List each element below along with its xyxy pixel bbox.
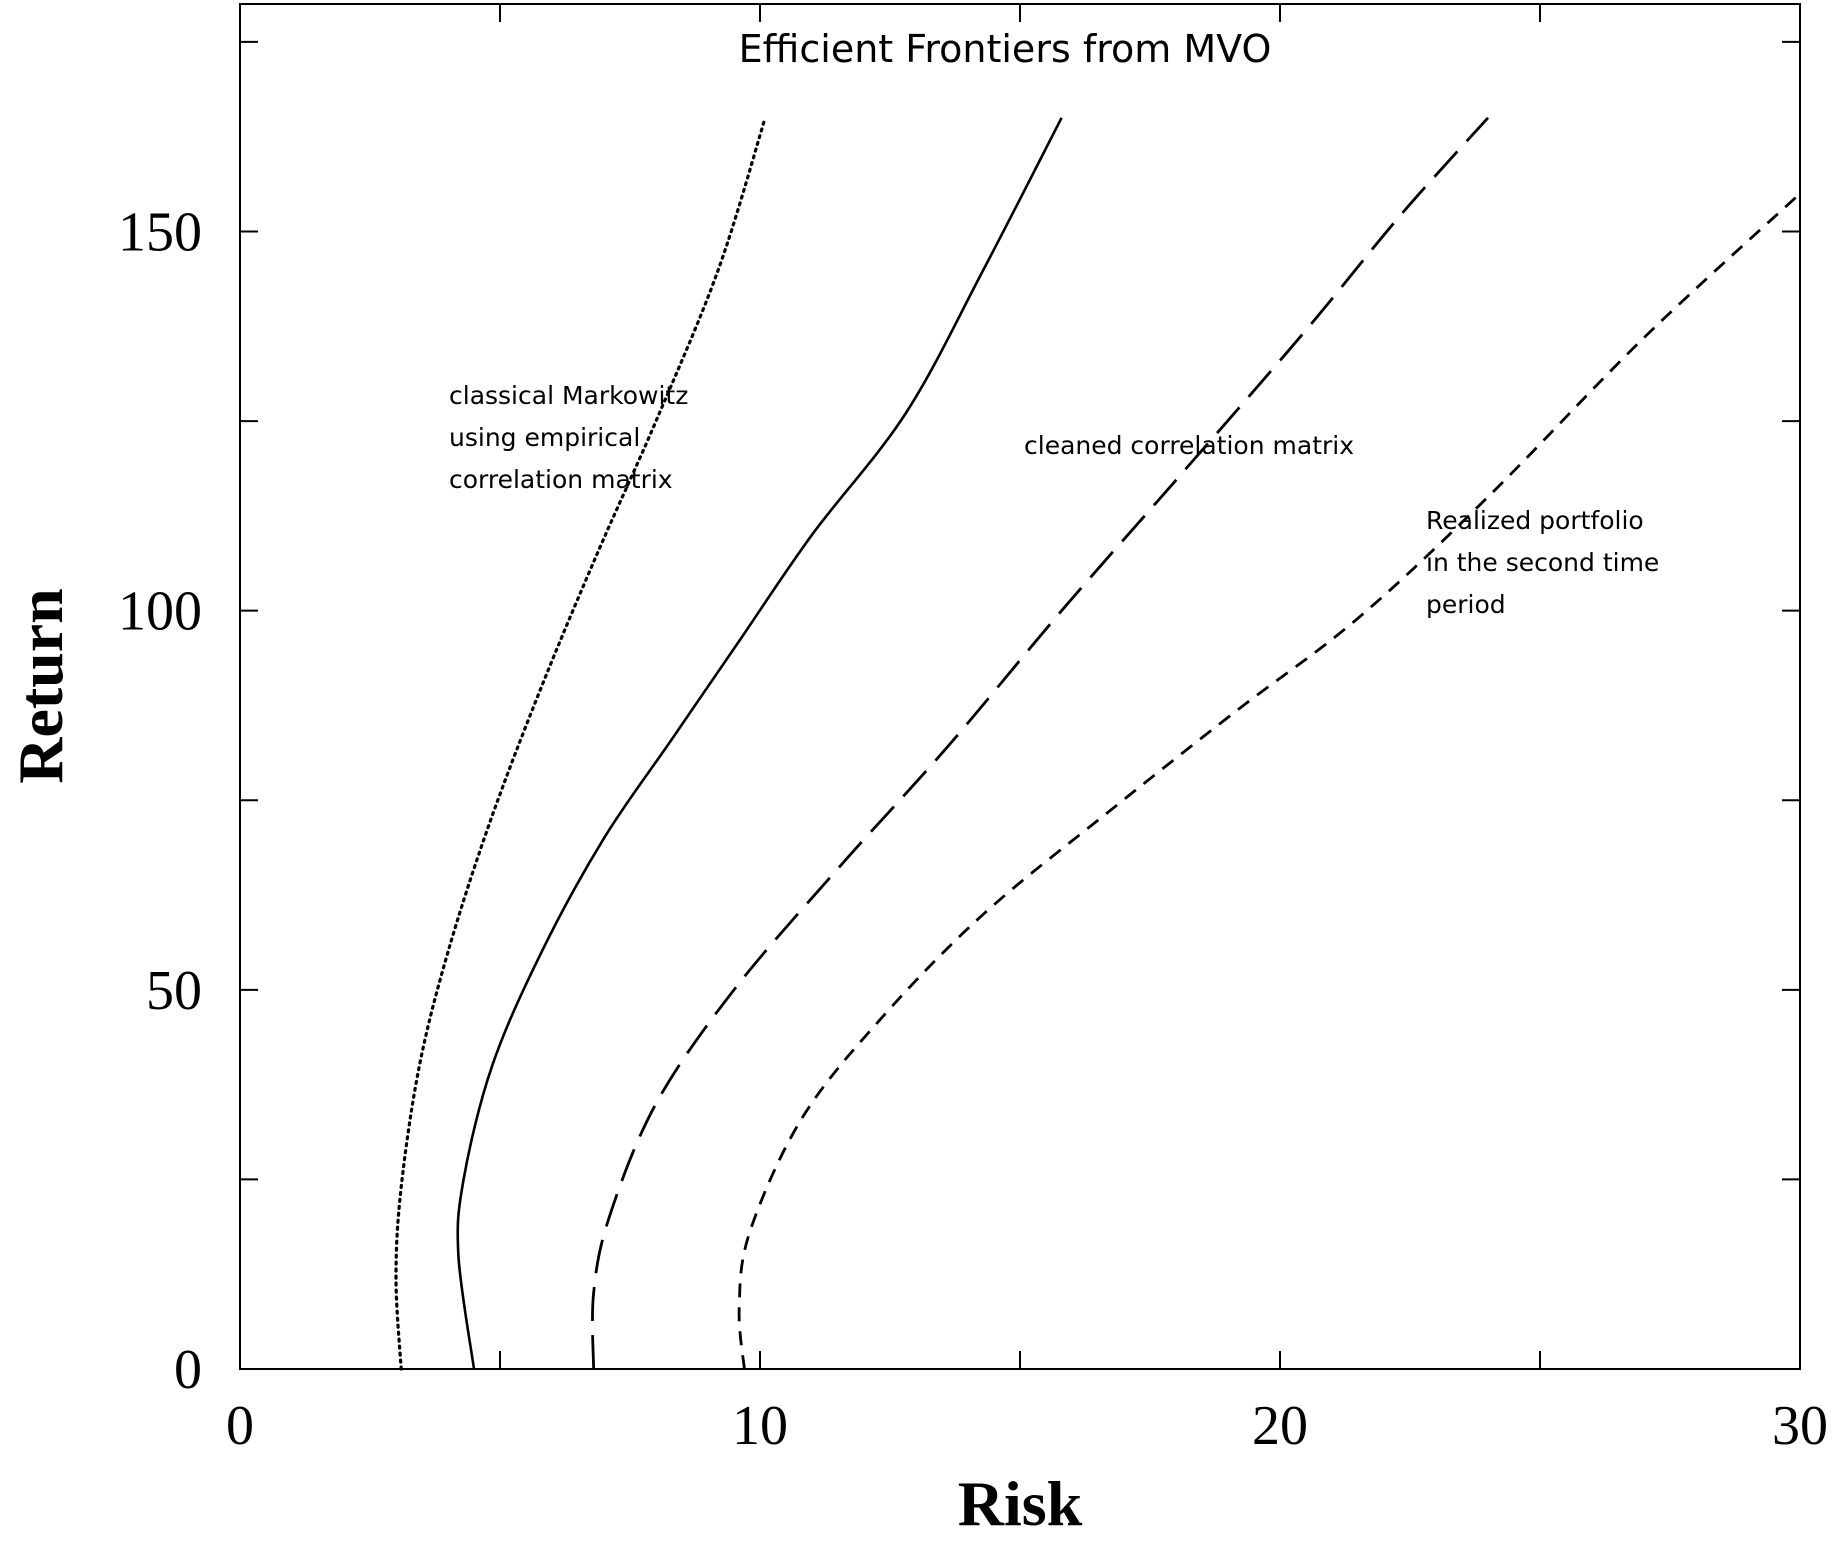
x-tick-label: 10 — [732, 1395, 788, 1457]
y-tick-label: 50 — [146, 960, 202, 1022]
x-tick-label: 30 — [1772, 1395, 1828, 1457]
x-axis-title: Risk — [958, 1468, 1083, 1536]
frontier-curve-long-dashed — [591, 116, 1490, 1370]
annotation-line: cleaned correlation matrix — [1024, 431, 1354, 460]
frontier-curves — [394, 116, 1801, 1371]
annotation-line: Realized portfolio — [1426, 506, 1644, 535]
frontier-curve-dotted — [394, 116, 767, 1371]
chart-title: Efficient Frontiers from MVO — [739, 27, 1272, 71]
plot-frame — [239, 3, 1801, 1370]
y-tick-label: 0 — [174, 1339, 202, 1401]
annotation-realized-portfolio: Realized portfolio in the second time pe… — [1426, 506, 1667, 619]
x-tick-label: 0 — [226, 1395, 254, 1457]
annotation-line: using empirical — [449, 423, 640, 452]
annotation-line: classical Markowitz — [449, 381, 688, 410]
annotation-line: period — [1426, 590, 1506, 619]
frontier-curve-solid — [456, 117, 1063, 1370]
frontier-curve-short-dashed — [737, 192, 1801, 1370]
tick-labels: 0 10 20 30 0 50 100 150 — [118, 202, 1828, 1458]
tick-marks — [239, 4, 1801, 1370]
y-tick-label: 100 — [118, 581, 202, 643]
y-axis-title: Return — [5, 588, 76, 784]
annotation-line: in the second time — [1426, 548, 1659, 577]
x-tick-label: 20 — [1252, 1395, 1308, 1457]
y-tick-label: 150 — [118, 202, 202, 264]
annotation-cleaned-correlation: cleaned correlation matrix — [1024, 431, 1354, 460]
annotation-line: correlation matrix — [449, 465, 673, 494]
annotation-classical-markowitz: classical Markowitz using empirical corr… — [449, 381, 696, 494]
